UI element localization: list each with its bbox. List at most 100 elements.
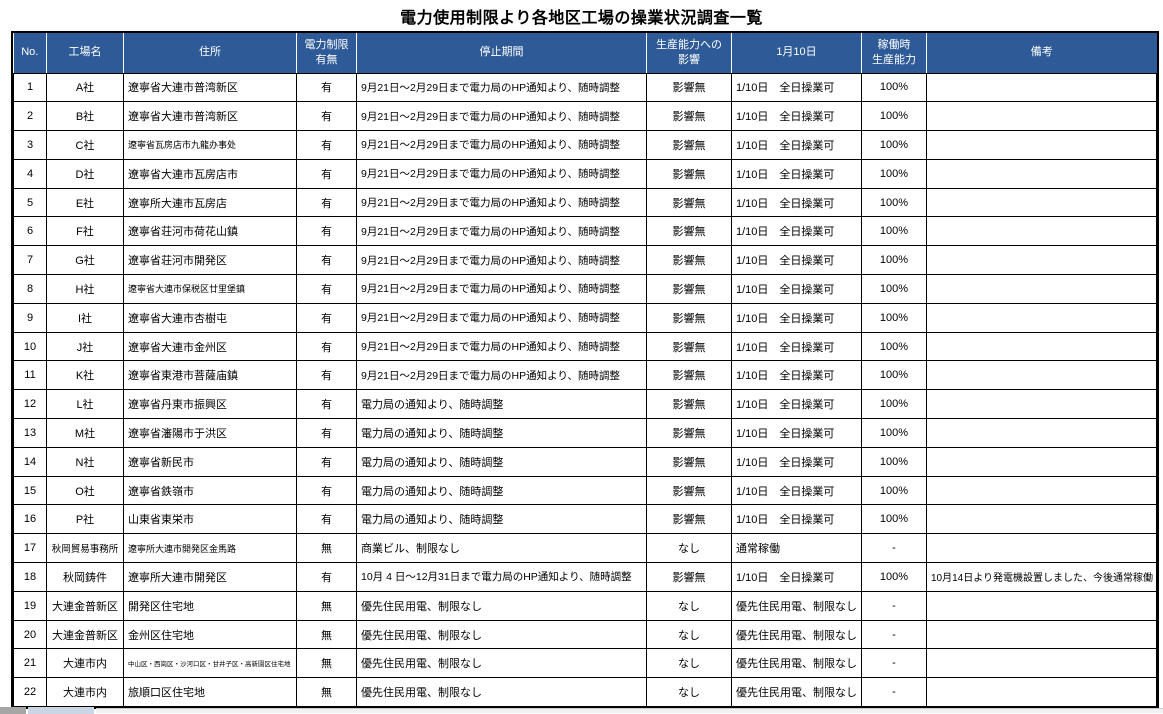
cell-capacity[interactable]: 100% [861,504,927,535]
cell-remarks[interactable] [926,619,1157,650]
cell-impact[interactable]: 影響無 [646,216,732,247]
cell-restriction[interactable]: 無 [296,648,357,679]
cell-stop-period[interactable]: 9月21日～2月29日まで電力局のHP通知より、随時調整 [356,274,647,304]
cell-remarks[interactable] [926,101,1157,132]
cell-remarks[interactable] [926,360,1157,391]
cell-stop-period[interactable]: 9月21日～2月29日まで電力局のHP通知より、随時調整 [356,158,647,189]
cell-remarks[interactable] [926,158,1157,189]
cell-restriction[interactable]: 有 [296,130,357,160]
cell-restriction[interactable]: 無 [296,619,357,650]
cell-capacity[interactable]: - [861,648,927,679]
cell-factory-name[interactable]: M社 [46,418,124,448]
cell-capacity[interactable]: - [861,677,927,708]
cell-address[interactable]: 遼寧省大連市保税区廿里堡鎮 [123,274,297,304]
cell-status-jan10[interactable]: 1/10日 全日操業可 [731,216,862,247]
cell-impact[interactable]: 影響無 [646,130,732,160]
cell-no[interactable]: 8 [13,274,47,304]
column-header-address[interactable]: 住所 [123,33,297,74]
cell-no[interactable]: 9 [13,302,47,333]
column-header-stop-period[interactable]: 停止期間 [356,33,647,74]
cell-stop-period[interactable]: 電力局の通知より、随時調整 [356,389,647,420]
cell-capacity[interactable]: 100% [861,331,927,362]
cell-capacity[interactable]: 100% [861,475,927,506]
cell-stop-period[interactable]: 9月21日～2月29日まで電力局のHP通知より、随時調整 [356,101,647,132]
cell-stop-period[interactable]: 電力局の通知より、随時調整 [356,418,647,448]
cell-restriction[interactable]: 有 [296,475,357,506]
cell-stop-period[interactable]: 優先住民用電、制限なし [356,677,647,708]
scrollbar-thumb[interactable] [28,707,94,714]
cell-restriction[interactable]: 有 [296,331,357,362]
cell-stop-period[interactable]: 9月21日～2月29日まで電力局のHP通知より、随時調整 [356,360,647,391]
cell-restriction[interactable]: 無 [296,533,357,564]
cell-no[interactable]: 4 [13,158,47,189]
cell-factory-name[interactable]: F社 [46,216,124,247]
cell-restriction[interactable]: 無 [296,677,357,708]
cell-capacity[interactable]: 100% [861,389,927,420]
cell-capacity[interactable]: 100% [861,216,927,247]
cell-impact[interactable]: 影響無 [646,187,732,218]
cell-address[interactable]: 金州区住宅地 [123,619,297,650]
cell-address[interactable]: 開発区住宅地 [123,590,297,621]
cell-no[interactable]: 22 [13,677,47,708]
cell-stop-period[interactable]: 10月 4 日～12月31日まで電力局のHP通知より、随時調整 [356,562,647,592]
cell-status-jan10[interactable]: 1/10日 全日操業可 [731,475,862,506]
cell-status-jan10[interactable]: 1/10日 全日操業可 [731,331,862,362]
cell-status-jan10[interactable]: 1/10日 全日操業可 [731,360,862,391]
cell-capacity[interactable]: 100% [861,274,927,304]
cell-impact[interactable]: なし [646,619,732,650]
cell-stop-period[interactable]: 電力局の通知より、随時調整 [356,446,647,477]
scrollbar-corner[interactable] [0,707,26,714]
cell-remarks[interactable] [926,331,1157,362]
cell-impact[interactable]: 影響無 [646,101,732,132]
cell-factory-name[interactable]: 秋岡鋳件 [46,562,124,592]
cell-capacity[interactable]: - [861,533,927,564]
cell-factory-name[interactable]: J社 [46,331,124,362]
cell-status-jan10[interactable]: 優先住民用電、制限なし [731,677,862,708]
cell-capacity[interactable]: 100% [861,418,927,448]
cell-address[interactable]: 遼寧省丹東市振興区 [123,389,297,420]
cell-no[interactable]: 18 [13,562,47,592]
cell-restriction[interactable]: 有 [296,389,357,420]
cell-address[interactable]: 旅順口区住宅地 [123,677,297,708]
cell-factory-name[interactable]: B社 [46,101,124,132]
cell-stop-period[interactable]: 9月21日～2月29日まで電力局のHP通知より、随時調整 [356,130,647,160]
cell-factory-name[interactable]: 大連金普新区 [46,619,124,650]
cell-no[interactable]: 19 [13,590,47,621]
cell-factory-name[interactable]: I社 [46,302,124,333]
cell-stop-period[interactable]: 電力局の通知より、随時調整 [356,504,647,535]
cell-address[interactable]: 遼寧省荘河市荷花山鎮 [123,216,297,247]
cell-remarks[interactable] [926,72,1157,103]
column-header-capacity-impact[interactable]: 生産能力への 影響 [646,33,732,74]
cell-capacity[interactable]: 100% [861,187,927,218]
cell-capacity[interactable]: 100% [861,562,927,592]
cell-stop-period[interactable]: 9月21日～2月29日まで電力局のHP通知より、随時調整 [356,245,647,276]
cell-no[interactable]: 11 [13,360,47,391]
cell-stop-period[interactable]: 商業ビル、制限なし [356,533,647,564]
cell-impact[interactable]: 影響無 [646,302,732,333]
cell-restriction[interactable]: 無 [296,590,357,621]
cell-restriction[interactable]: 有 [296,216,357,247]
cell-remarks[interactable] [926,446,1157,477]
cell-remarks[interactable] [926,677,1157,708]
cell-address[interactable]: 山東省東栄市 [123,504,297,535]
cell-status-jan10[interactable]: 優先住民用電、制限なし [731,648,862,679]
cell-impact[interactable]: 影響無 [646,158,732,189]
cell-no[interactable]: 16 [13,504,47,535]
cell-remarks[interactable] [926,216,1157,247]
cell-stop-period[interactable]: 電力局の通知より、随時調整 [356,475,647,506]
cell-no[interactable]: 21 [13,648,47,679]
cell-factory-name[interactable]: H社 [46,274,124,304]
cell-restriction[interactable]: 有 [296,245,357,276]
cell-address[interactable]: 遼寧省瓦房店市九龍办事处 [123,130,297,160]
cell-impact[interactable]: なし [646,648,732,679]
cell-restriction[interactable]: 有 [296,302,357,333]
cell-remarks[interactable] [926,504,1157,535]
cell-restriction[interactable]: 有 [296,101,357,132]
cell-status-jan10[interactable]: 1/10日 全日操業可 [731,302,862,333]
cell-status-jan10[interactable]: 1/10日 全日操業可 [731,504,862,535]
cell-address[interactable]: 遼寧所大連市開発区 [123,562,297,592]
cell-status-jan10[interactable]: 優先住民用電、制限なし [731,590,862,621]
cell-no[interactable]: 10 [13,331,47,362]
cell-impact[interactable]: 影響無 [646,504,732,535]
cell-capacity[interactable]: 100% [861,101,927,132]
